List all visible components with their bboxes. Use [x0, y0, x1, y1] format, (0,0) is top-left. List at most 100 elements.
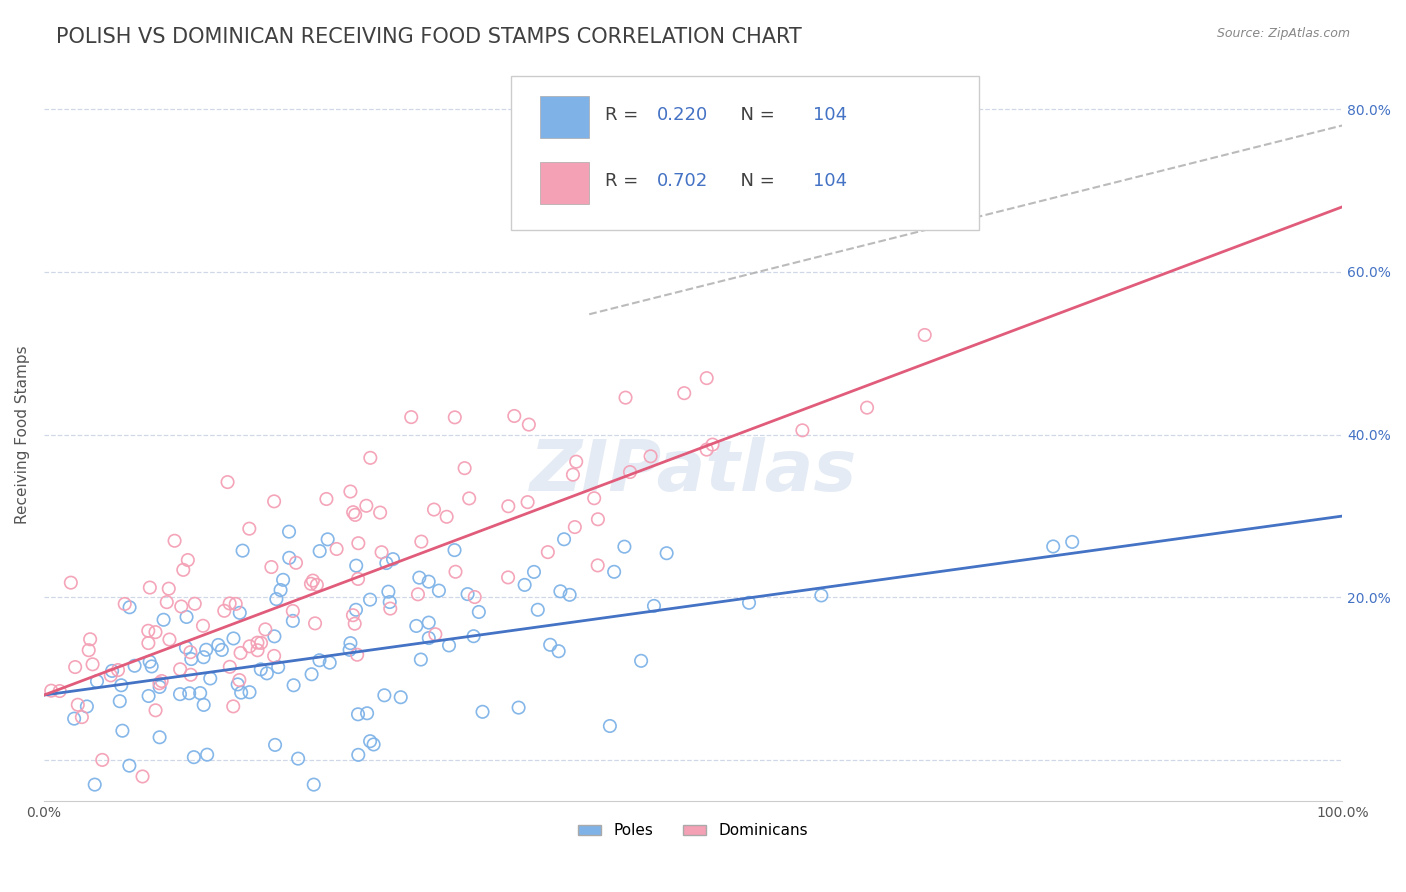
- Point: [170, 599, 193, 614]
- Point: [218, 660, 240, 674]
- Point: [263, 648, 285, 663]
- Point: [184, 597, 207, 611]
- Point: [603, 565, 626, 579]
- Point: [193, 698, 215, 712]
- Point: [516, 495, 538, 509]
- Point: [377, 584, 399, 599]
- Point: [110, 678, 132, 692]
- Point: [141, 659, 163, 673]
- Point: [195, 642, 218, 657]
- Bar: [540, 161, 589, 204]
- Point: [508, 700, 530, 714]
- Point: [263, 494, 285, 508]
- Point: [305, 578, 328, 592]
- Point: [156, 595, 179, 609]
- Point: [238, 685, 260, 699]
- Point: [363, 738, 385, 752]
- Point: [696, 442, 718, 457]
- Point: [347, 707, 370, 722]
- Point: [359, 734, 381, 748]
- Point: [738, 596, 761, 610]
- Legend: Poles, Dominicans: Poles, Dominicans: [572, 817, 814, 845]
- Point: [346, 648, 368, 662]
- Point: [315, 491, 337, 506]
- Point: [283, 678, 305, 692]
- Point: [325, 541, 347, 556]
- Point: [148, 676, 170, 690]
- Point: [614, 391, 637, 405]
- Point: [226, 677, 249, 691]
- Point: [423, 502, 446, 516]
- Point: [281, 604, 304, 618]
- Point: [299, 576, 322, 591]
- Text: 0.220: 0.220: [657, 105, 709, 124]
- Point: [266, 592, 288, 607]
- Point: [232, 543, 254, 558]
- Point: [263, 629, 285, 643]
- Point: [246, 643, 269, 657]
- Point: [368, 506, 391, 520]
- Point: [443, 543, 465, 558]
- Point: [343, 616, 366, 631]
- Point: [271, 573, 294, 587]
- Point: [193, 650, 215, 665]
- Point: [77, 643, 100, 657]
- Point: [418, 631, 440, 645]
- Point: [444, 565, 467, 579]
- Point: [270, 582, 292, 597]
- Point: [640, 450, 662, 464]
- Point: [157, 582, 180, 596]
- Point: [79, 632, 101, 647]
- Point: [179, 686, 201, 700]
- Point: [523, 565, 546, 579]
- Point: [301, 667, 323, 681]
- Point: [302, 574, 325, 588]
- Point: [418, 615, 440, 630]
- Point: [405, 619, 427, 633]
- Point: [914, 328, 936, 343]
- Point: [169, 687, 191, 701]
- Point: [550, 584, 572, 599]
- Point: [150, 674, 173, 689]
- Point: [359, 450, 381, 465]
- Point: [302, 778, 325, 792]
- Point: [344, 558, 367, 573]
- Point: [149, 731, 172, 745]
- Point: [344, 603, 367, 617]
- Point: [696, 371, 718, 385]
- Point: [100, 668, 122, 682]
- Point: [359, 592, 381, 607]
- Point: [342, 608, 364, 623]
- Point: [643, 599, 665, 613]
- Bar: [540, 95, 589, 138]
- Point: [169, 662, 191, 676]
- Point: [145, 625, 167, 640]
- Point: [246, 635, 269, 649]
- Point: [565, 455, 588, 469]
- Point: [118, 600, 141, 615]
- Point: [118, 758, 141, 772]
- Point: [418, 574, 440, 589]
- Point: [239, 640, 262, 654]
- Point: [200, 672, 222, 686]
- Point: [409, 652, 432, 666]
- Point: [59, 575, 82, 590]
- Point: [174, 640, 197, 655]
- Point: [136, 624, 159, 638]
- Point: [1062, 535, 1084, 549]
- Point: [496, 570, 519, 584]
- Point: [264, 738, 287, 752]
- Point: [347, 747, 370, 762]
- Point: [347, 572, 370, 586]
- Point: [503, 409, 526, 423]
- Point: [810, 589, 832, 603]
- Point: [468, 605, 491, 619]
- Point: [214, 604, 236, 618]
- Point: [318, 656, 340, 670]
- Point: [159, 632, 181, 647]
- Point: [86, 674, 108, 689]
- Point: [308, 653, 330, 667]
- Point: [537, 545, 560, 559]
- Point: [558, 588, 581, 602]
- Point: [339, 643, 361, 657]
